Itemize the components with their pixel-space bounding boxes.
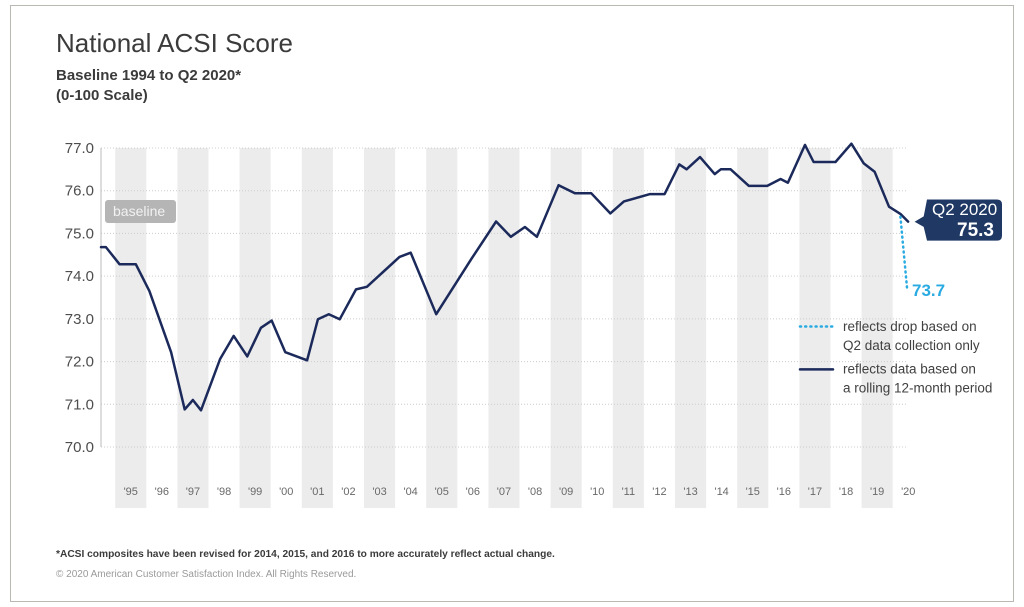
svg-text:74.0: 74.0	[65, 268, 94, 285]
svg-text:76.0: 76.0	[65, 183, 94, 200]
svg-text:baseline: baseline	[113, 203, 165, 219]
svg-text:73.0: 73.0	[65, 311, 94, 328]
svg-text:Q2 2020: Q2 2020	[932, 200, 997, 219]
svg-text:a rolling 12-month period: a rolling 12-month period	[843, 381, 992, 396]
svg-text:Q2 data collection only: Q2 data collection only	[843, 338, 980, 353]
svg-text:75.3: 75.3	[957, 220, 994, 241]
svg-text:75.0: 75.0	[65, 225, 94, 242]
svg-text:70.0: 70.0	[65, 439, 94, 456]
svg-text:77.0: 77.0	[65, 140, 94, 157]
svg-text:73.7: 73.7	[912, 281, 945, 300]
svg-text:reflects drop based on: reflects drop based on	[843, 319, 977, 334]
svg-text:71.0: 71.0	[65, 396, 94, 413]
svg-text:reflects data based on: reflects data based on	[843, 362, 976, 377]
svg-text:72.0: 72.0	[65, 354, 94, 371]
